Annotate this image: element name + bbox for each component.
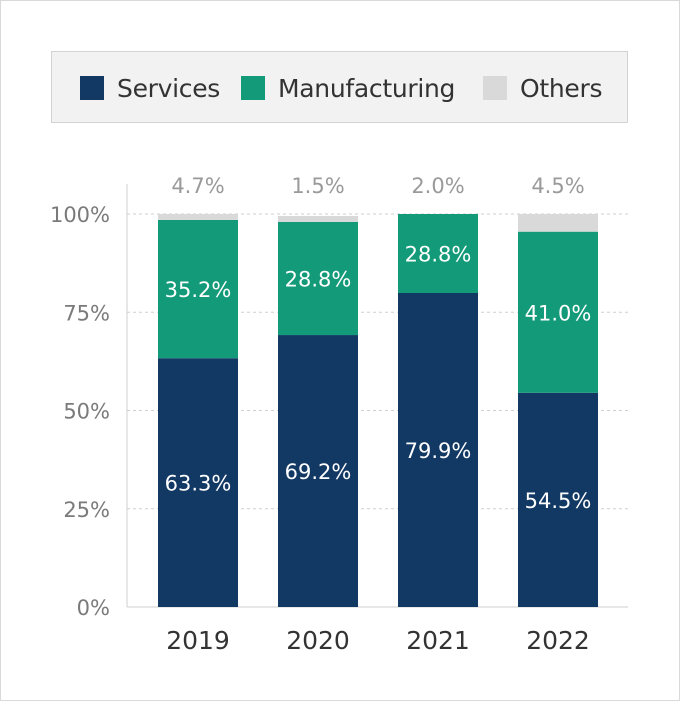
bar-others-2020 <box>278 215 358 222</box>
data-label-others-2020: 1.5% <box>291 174 344 198</box>
x-tick-label: 2020 <box>286 626 350 655</box>
y-tick-label: 0% <box>77 596 110 620</box>
y-tick-label: 100% <box>50 203 110 227</box>
data-label-manufacturing-2020: 28.8% <box>285 267 352 291</box>
legend: Services Manufacturing Others <box>51 51 628 123</box>
legend-item-manufacturing: Manufacturing <box>241 73 456 103</box>
data-label-others-2022: 4.5% <box>531 174 584 198</box>
bar-services-2021 <box>398 292 478 607</box>
legend-label-manufacturing: Manufacturing <box>278 73 456 103</box>
legend-swatch-services <box>80 76 104 100</box>
bar-services-2020 <box>278 335 358 607</box>
y-tick-label: 75% <box>63 301 110 325</box>
bar-manufacturing-2022 <box>518 231 598 393</box>
data-label-manufacturing-2021: 28.8% <box>405 242 472 266</box>
legend-label-services: Services <box>117 73 221 103</box>
data-label-others-2021: 2.0% <box>411 174 464 198</box>
bar-manufacturing-2021 <box>398 214 478 293</box>
x-tick-label: 2019 <box>166 626 230 655</box>
bar-services-2019 <box>158 358 238 607</box>
legend-item-services: Services <box>80 73 221 103</box>
data-label-others-2019: 4.7% <box>171 174 224 198</box>
bar-manufacturing-2019 <box>158 219 238 359</box>
y-tick-label: 25% <box>63 498 110 522</box>
data-label-services-2019: 63.3% <box>165 472 232 496</box>
x-tick-label: 2021 <box>406 626 470 655</box>
data-label-services-2021: 79.9% <box>405 439 472 463</box>
data-label-services-2022: 54.5% <box>525 489 592 513</box>
data-label-manufacturing-2019: 35.2% <box>165 278 232 302</box>
x-tick-label: 2022 <box>526 626 590 655</box>
data-label-manufacturing-2022: 41.0% <box>525 301 592 325</box>
y-tick-label: 50% <box>63 400 110 424</box>
legend-swatch-manufacturing <box>241 76 265 100</box>
bar-others-2019 <box>158 214 238 220</box>
legend-label-others: Others <box>520 73 603 103</box>
bar-manufacturing-2020 <box>278 221 358 336</box>
bar-others-2022 <box>518 214 598 232</box>
bar-services-2022 <box>518 392 598 607</box>
legend-item-others: Others <box>483 73 603 103</box>
data-label-services-2020: 69.2% <box>285 460 352 484</box>
legend-swatch-others <box>483 76 507 100</box>
